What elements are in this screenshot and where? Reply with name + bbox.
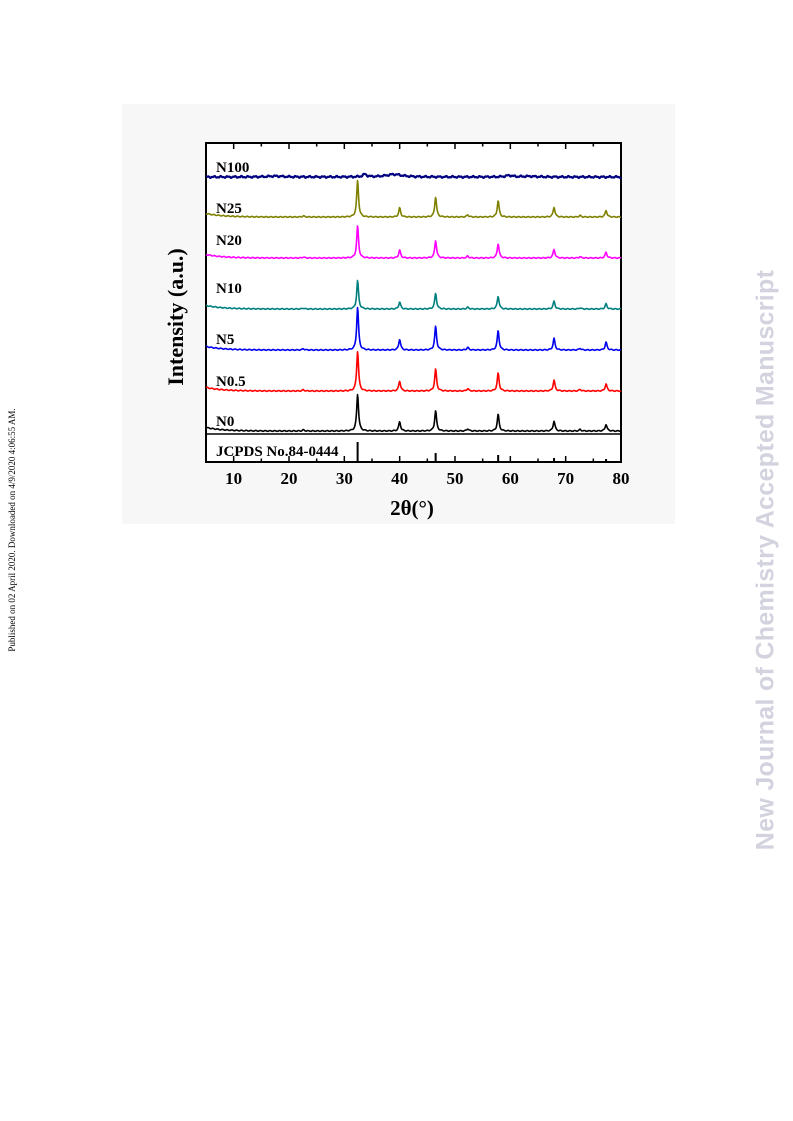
series-label-n0: N0 — [216, 414, 234, 430]
series-label-n0-5: N0.5 — [216, 374, 246, 390]
series-line-n0 — [205, 393, 622, 433]
reference-layer — [356, 442, 608, 462]
xrd-chart: 10 20 30 40 50 60 70 80 N0 N0.5 N5 N10 N20 N25 N100 JC… — [163, 142, 630, 520]
watermark: New Journal of Chemistry Accepted Manusc… — [751, 269, 780, 851]
series-label-n5: N5 — [216, 332, 234, 348]
x-tick-label-50: 50 — [447, 469, 464, 488]
series-line-n10 — [205, 279, 622, 311]
series-line-n100 — [205, 172, 622, 180]
x-tick-label-70: 70 — [557, 469, 574, 488]
tick-layer: 10 20 30 40 50 60 70 80 — [205, 143, 630, 488]
x-tick-label-10: 10 — [225, 469, 242, 488]
x-tick-label-80: 80 — [613, 469, 630, 488]
series-label-n100: N100 — [216, 160, 249, 176]
reference-label: JCPDS No.84-0444 — [216, 444, 339, 460]
series-line-n20 — [205, 225, 622, 260]
series-layer — [205, 172, 622, 433]
figure-panel: 10 20 30 40 50 60 70 80 N0 N0.5 N5 N10 N20 N25 N100 JC… — [122, 104, 675, 524]
series-line-n5 — [205, 306, 622, 352]
series-label-n25: N25 — [216, 201, 242, 217]
label-layer: N0 N0.5 N5 N10 N20 N25 N100 JCPDS No.84-0444 — [216, 160, 339, 460]
publication-note: Published on 02 April 2020. Downloaded o… — [7, 408, 17, 652]
x-tick-label-40: 40 — [391, 469, 408, 488]
plot-area — [205, 142, 622, 463]
series-line-n25 — [205, 179, 622, 219]
x-tick-label-30: 30 — [336, 469, 353, 488]
series-label-n20: N20 — [216, 233, 242, 249]
series-line-n0-5 — [205, 351, 622, 393]
series-label-n10: N10 — [216, 281, 242, 297]
x-axis-label: 2θ(°) — [390, 496, 434, 520]
plot-frame — [205, 142, 622, 463]
y-axis-label: Intensity (a.u.) — [163, 248, 188, 386]
x-tick-label-20: 20 — [281, 469, 298, 488]
x-tick-label-60: 60 — [502, 469, 519, 488]
